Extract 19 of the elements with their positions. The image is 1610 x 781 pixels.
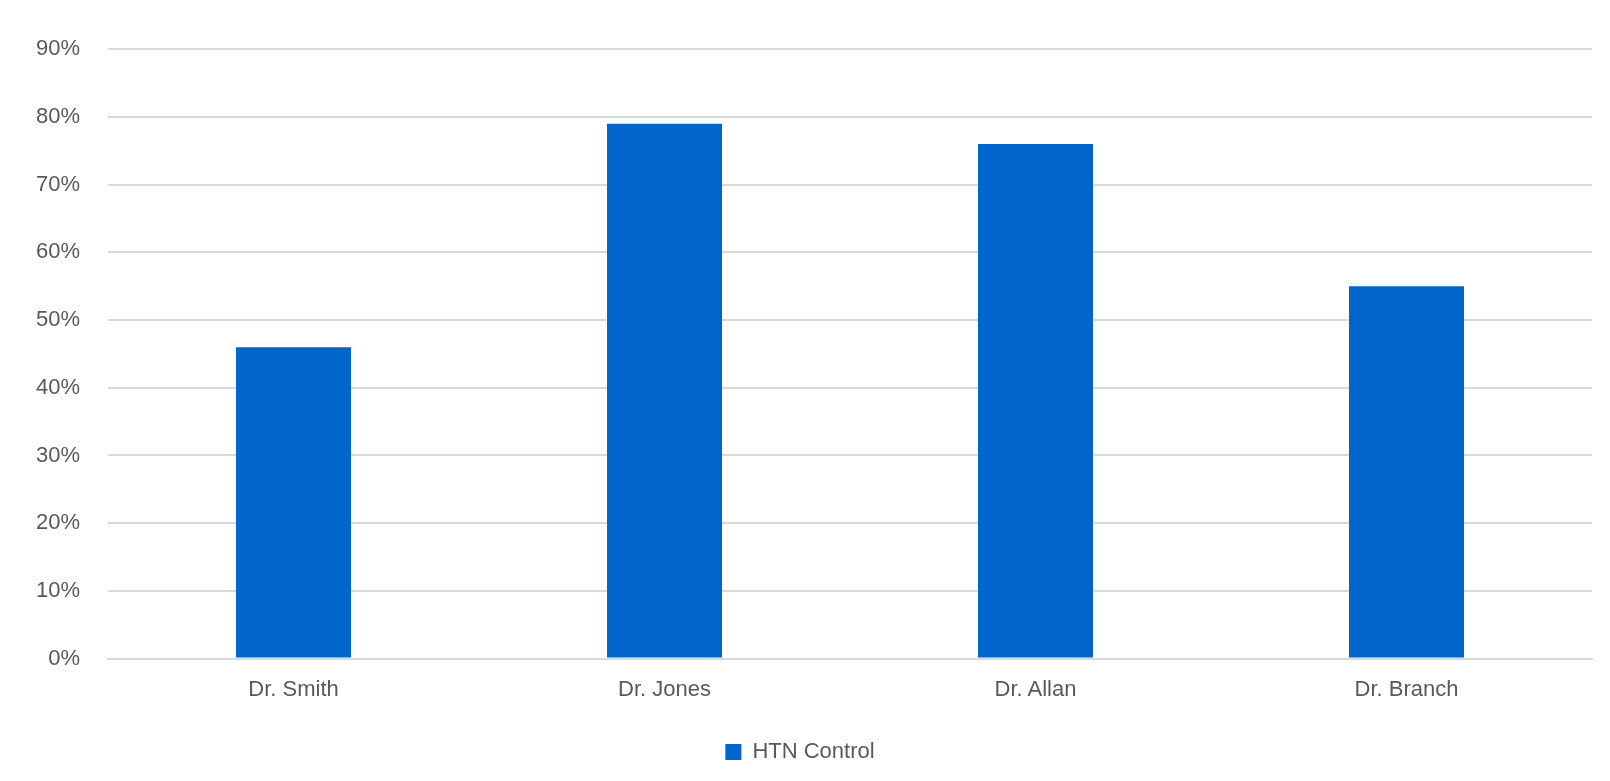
- y-tick-label: 20%: [35, 509, 81, 535]
- y-tick-label: 60%: [35, 238, 81, 264]
- y-tick-label: 90%: [35, 35, 81, 61]
- y-tick-label: 40%: [35, 373, 81, 399]
- y-tick-label: 10%: [35, 576, 81, 602]
- x-tick-label: Dr. Allan: [994, 675, 1077, 701]
- bar: [978, 144, 1094, 658]
- y-tick-label: 70%: [35, 170, 81, 196]
- y-tick-label: 0%: [48, 644, 81, 670]
- bar: [607, 123, 723, 658]
- bar: [236, 347, 352, 658]
- y-tick-label: 30%: [35, 441, 81, 467]
- x-tick-label: Dr. Jones: [618, 675, 711, 701]
- y-tick-label: 50%: [35, 306, 81, 332]
- y-tick-label: 80%: [35, 102, 81, 128]
- x-tick-label: Dr. Smith: [248, 675, 339, 701]
- bar: [1349, 286, 1465, 658]
- legend-label: HTN Control: [752, 738, 875, 764]
- x-tick-label: Dr. Branch: [1354, 675, 1459, 701]
